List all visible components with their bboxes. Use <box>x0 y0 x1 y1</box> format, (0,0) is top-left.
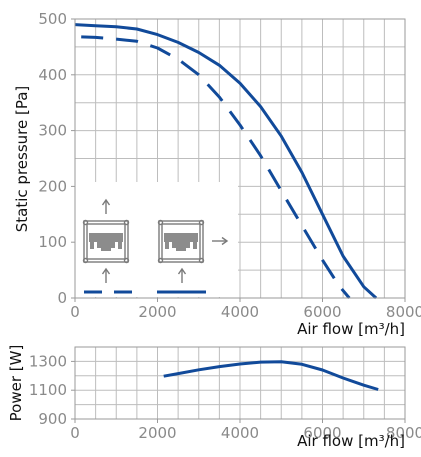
fan-outlet-free-icon <box>82 219 130 264</box>
power-chart-ylabel: Power [W] <box>7 345 25 422</box>
power-xtick-label: 8000 <box>386 424 421 442</box>
pressure-ytick-label: 200 <box>38 177 67 195</box>
power-chart-axes: 0 2000 4000 6000 8000 900 1100 1300 <box>29 346 421 442</box>
fan-outlet-bend-icon <box>157 219 205 264</box>
power-xtick-label: 6000 <box>303 424 341 442</box>
right-arrow-icon <box>212 236 229 246</box>
pressure-chart-axes: 0 2000 4000 6000 8000 0 100 200 300 400 500 <box>38 10 421 321</box>
power-xtick-label: 2000 <box>138 424 176 442</box>
pressure-plot-frame <box>74 18 406 299</box>
power-ytick-label: 900 <box>38 410 67 428</box>
pressure-ytick-label: 500 <box>38 10 67 28</box>
power-xtick-label: 0 <box>70 424 80 442</box>
pressure-chart-ylabel: Static pressure [Pa] <box>13 86 31 232</box>
power-series-solid-line <box>163 360 379 391</box>
up-arrow-icon <box>177 267 187 283</box>
power-plot-frame <box>74 346 406 420</box>
pressure-xtick-label: 6000 <box>303 303 341 321</box>
power-chart-xlabel: Air flow [m³/h] <box>297 432 405 450</box>
up-arrow-icon <box>101 267 111 283</box>
pressure-xtick-label: 4000 <box>221 303 259 321</box>
power-ytick-label: 1300 <box>29 352 67 370</box>
pressure-series-solid-line <box>74 23 378 300</box>
pressure-xtick-label: 0 <box>70 303 80 321</box>
pressure-ytick-label: 0 <box>57 289 67 307</box>
pressure-ytick-label: 300 <box>38 122 67 140</box>
power-series <box>163 360 379 391</box>
power-xtick-label: 4000 <box>221 424 259 442</box>
pressure-xtick-label: 2000 <box>138 303 176 321</box>
up-arrow-icon <box>101 198 111 214</box>
pressure-chart-xlabel: Air flow [m³/h] <box>297 320 405 338</box>
pressure-ytick-label: 100 <box>38 233 67 251</box>
legend-pictograms <box>75 182 238 297</box>
pressure-xtick-label: 8000 <box>386 303 421 321</box>
pressure-ytick-label: 400 <box>38 66 67 84</box>
power-ytick-label: 1100 <box>29 381 67 399</box>
pressure-series-dashed-line <box>81 35 351 299</box>
pressure-series <box>74 23 378 300</box>
